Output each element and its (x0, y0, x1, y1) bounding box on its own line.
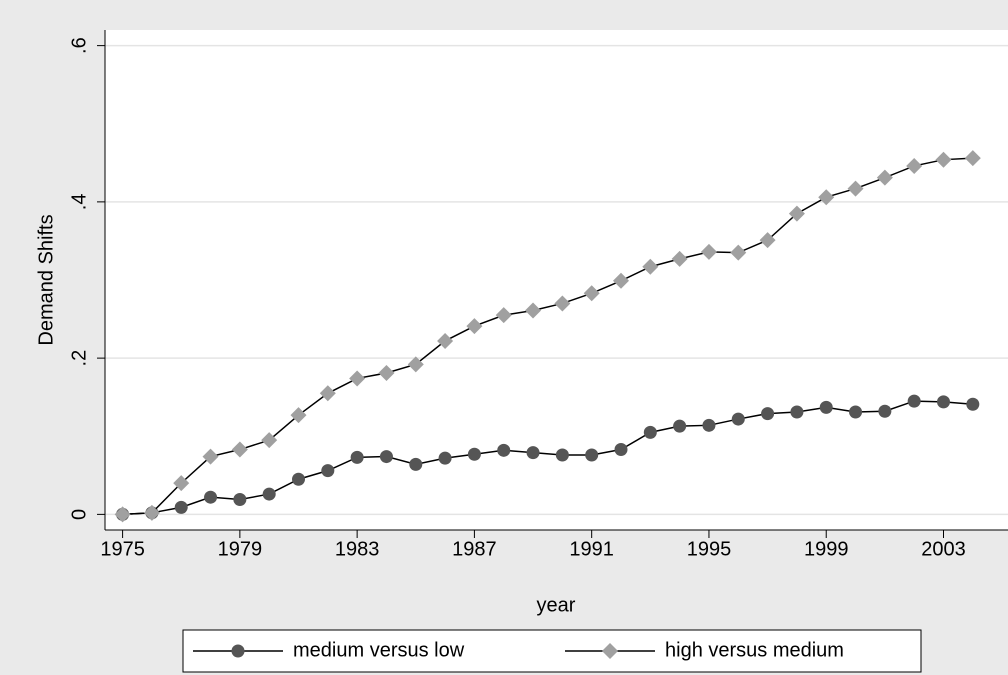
data-point (966, 397, 980, 411)
data-point (114, 506, 131, 523)
data-point (202, 448, 219, 465)
data-point (671, 250, 688, 267)
data-point (292, 472, 305, 486)
data-point (466, 318, 483, 335)
legend-box (182, 629, 922, 673)
data-point (526, 446, 540, 460)
legend-marker (602, 643, 618, 659)
data-point (143, 504, 160, 521)
data-point (554, 295, 571, 312)
data-point (702, 418, 716, 432)
y-tick-label: .2 (68, 350, 90, 367)
data-point (937, 395, 950, 409)
data-point (585, 448, 599, 462)
x-tick-label: 1983 (335, 538, 380, 560)
data-point (407, 356, 424, 373)
data-point (642, 258, 659, 275)
data-point (759, 232, 776, 249)
data-point (231, 441, 248, 458)
data-point (818, 189, 835, 206)
plot-area (105, 30, 1008, 530)
data-point (173, 475, 190, 492)
x-tick-label: 1995 (687, 538, 732, 560)
data-point (261, 432, 278, 449)
data-point (204, 490, 218, 504)
data-point (761, 407, 775, 421)
data-point (497, 443, 511, 457)
x-tick-label: 1979 (218, 538, 263, 560)
data-point (378, 364, 395, 381)
data-point (525, 302, 542, 319)
data-point (321, 464, 335, 478)
x-tick-label: 1999 (804, 538, 849, 560)
x-tick-label: 1987 (452, 538, 497, 560)
x-tick-label: 2003 (921, 538, 966, 560)
data-point (819, 400, 833, 414)
data-point (438, 451, 452, 465)
data-point (731, 412, 745, 426)
x-tick-label: 1991 (569, 538, 614, 560)
data-point (673, 419, 687, 433)
data-point (964, 150, 981, 167)
data-point (788, 205, 805, 222)
legend-marker (231, 644, 245, 658)
data-point (233, 493, 247, 507)
legend-label: medium versus low (293, 639, 465, 661)
data-point (379, 450, 393, 464)
legend-label: high versus medium (665, 639, 844, 661)
data-point (700, 243, 717, 260)
data-point (409, 457, 423, 471)
data-point (613, 272, 629, 289)
data-point (437, 332, 454, 349)
data-point (876, 169, 893, 186)
y-axis-title: Demand Shifts (35, 214, 57, 345)
x-tick-label: 1975 (100, 538, 145, 560)
data-point (643, 425, 657, 439)
data-point (907, 394, 921, 408)
data-point (262, 487, 276, 501)
data-point (319, 385, 336, 402)
data-point (790, 405, 804, 419)
data-point (495, 307, 512, 324)
y-tick-label: 0 (68, 509, 90, 520)
y-tick-label: .6 (68, 37, 90, 54)
data-point (847, 180, 864, 197)
data-point (555, 448, 569, 462)
x-axis-title: year (537, 594, 576, 616)
data-point (935, 151, 952, 168)
data-point (849, 405, 863, 419)
data-point (467, 447, 481, 461)
data-point (878, 404, 892, 418)
data-point (906, 157, 923, 174)
data-point (349, 370, 366, 387)
data-point (174, 500, 188, 514)
data-point (730, 244, 747, 261)
data-point (350, 450, 364, 464)
y-tick-label: .4 (68, 194, 90, 211)
data-point (290, 407, 307, 424)
data-point (614, 443, 628, 457)
data-point (583, 285, 600, 302)
